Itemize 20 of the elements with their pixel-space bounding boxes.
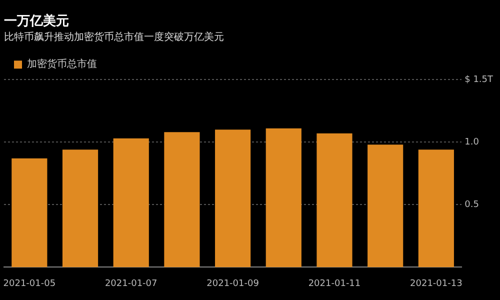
y-tick-label: $ 1.5T [464, 74, 494, 85]
bar [12, 158, 48, 268]
bar [368, 144, 404, 268]
bar [164, 132, 200, 268]
bar [62, 150, 98, 268]
chart-title: 一万亿美元 [4, 13, 69, 30]
y-tick-label: 1.0 [464, 137, 480, 148]
bar [113, 138, 149, 268]
x-tick-label: 2021-01-05 [3, 278, 56, 289]
bar [266, 128, 302, 268]
x-tick-label: 2021-01-09 [206, 278, 260, 289]
y-tick-label: 0.5 [464, 200, 479, 210]
x-tick-label: 2021-01-11 [308, 278, 361, 289]
legend-label: 加密货币总市值 [27, 58, 97, 70]
bar [418, 150, 454, 268]
bar [316, 133, 352, 268]
x-tick-label: 2021-01-13 [410, 278, 462, 289]
bar [215, 130, 251, 268]
chart-subtitle: 比特币飙升推动加密货币总市值一度突破万亿美元 [4, 31, 224, 44]
x-tick-label: 2021-01-07 [104, 278, 158, 289]
